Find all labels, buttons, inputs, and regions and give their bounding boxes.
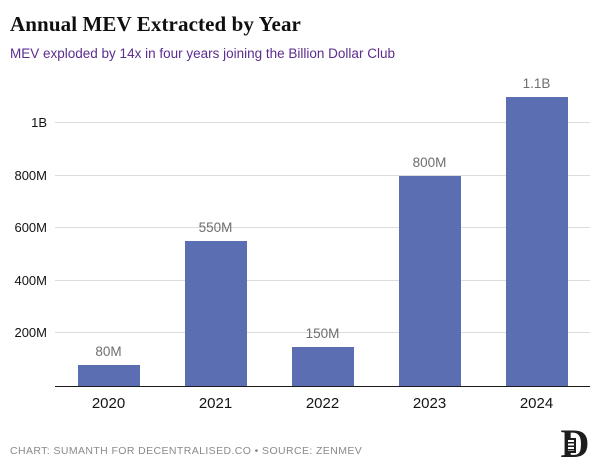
bar-band-2024: 1.1B <box>483 76 590 386</box>
bar-value-label-2023: 800M <box>412 155 447 170</box>
x-tick-label-2024: 2024 <box>519 395 554 412</box>
x-tick-label-2023: 2023 <box>412 395 447 412</box>
credit-line: CHART: SUMANTH FOR DECENTRALISED.CO • SO… <box>10 445 363 457</box>
decentralised-logo: D <box>558 424 592 464</box>
gridline-600M <box>55 227 590 229</box>
bar-band-2020: 80M <box>55 88 162 386</box>
bar-2024 <box>505 97 568 386</box>
x-axis-line <box>55 385 590 387</box>
x-axis-labels: 2020 2021 2022 2023 2024 <box>55 386 590 412</box>
bar-value-label-2020: 80M <box>95 344 122 359</box>
x-tick-label-2022: 2022 <box>305 395 340 412</box>
plot-area: 200M 400M 600M 800M 1B 80M 550M 150M 800M 1.1B <box>14 76 590 387</box>
bar-band-2023: 800M <box>376 88 483 386</box>
chart-footer: CHART: SUMANTH FOR DECENTRALISED.CO • SO… <box>10 417 592 469</box>
y-tick-label: 800M <box>14 167 47 183</box>
bar-2020 <box>77 365 140 386</box>
y-tick-label: 1B <box>31 114 47 130</box>
bar-band-2022: 150M <box>269 88 376 386</box>
bar-2022 <box>291 347 354 386</box>
gridline-1B <box>55 121 590 123</box>
gridline-400M <box>55 279 590 281</box>
y-tick-label: 200M <box>14 325 47 341</box>
y-tick-label: 600M <box>14 220 47 236</box>
chart-subtitle: MEV exploded by 14x in four years joinin… <box>10 46 395 61</box>
bar-band-2021: 550M <box>162 88 269 386</box>
bar-value-label-2021: 550M <box>198 220 233 235</box>
bar-2021 <box>184 241 247 386</box>
x-tick-label-2020: 2020 <box>91 395 126 412</box>
bar-value-label-2024: 1.1B <box>522 76 551 91</box>
logo-document-icon <box>566 438 576 453</box>
bar-2023 <box>398 176 461 386</box>
bar-chart: 200M 400M 600M 800M 1B 80M 550M 150M 800M 1.1B 20… <box>10 76 590 412</box>
chart-title: Annual MEV Extracted by Year <box>10 12 301 36</box>
gridline-800M <box>55 174 590 176</box>
x-tick-label-2021: 2021 <box>198 395 233 412</box>
bar-value-label-2022: 150M <box>305 326 340 341</box>
gridline-200M <box>55 332 590 334</box>
y-tick-label: 400M <box>14 272 47 288</box>
